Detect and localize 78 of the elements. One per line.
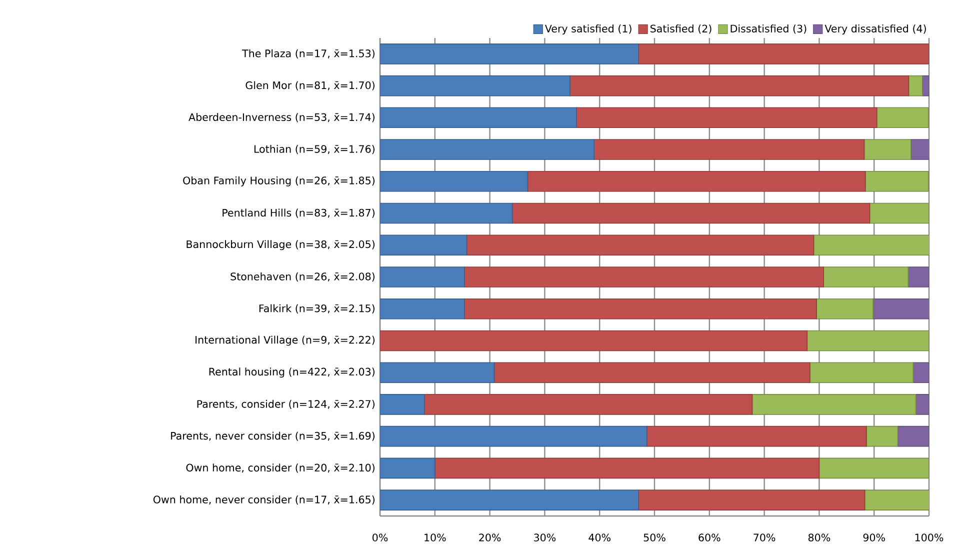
bar xyxy=(570,75,910,96)
bar xyxy=(512,202,870,224)
bar xyxy=(380,170,528,192)
bar xyxy=(380,107,577,128)
bar xyxy=(380,202,513,224)
y-tick-label: Bannockburn Village (n=38, x̄=2.05) xyxy=(186,240,374,250)
x-tick-label: 0% xyxy=(372,534,388,542)
y-tick-label: Lothian (n=59, x̄=1.76) xyxy=(254,144,374,154)
legend-label: Satisfied (2) xyxy=(650,24,712,34)
legend-label: Dissatisfied (3) xyxy=(730,24,806,34)
bar xyxy=(464,298,817,320)
y-tick-label: Parents, never consider (n=35, x̄=1.69) xyxy=(171,432,374,441)
bar xyxy=(434,458,820,479)
y-tick-label: International Village (n=9, x̄=2.22) xyxy=(196,336,374,346)
y-tick-label: Oban Family Housing (n=26, x̄=1.85) xyxy=(183,176,374,186)
bar xyxy=(813,234,930,256)
bar xyxy=(910,139,930,160)
y-tick-label: Pentland Hills (n=83, x̄=1.87) xyxy=(222,208,374,218)
y-tick-label: Parents, consider (n=124, x̄=2.27) xyxy=(197,400,374,410)
legend-label: Very satisfied (1) xyxy=(544,24,632,34)
bar xyxy=(424,394,753,415)
y-tick-label: Rental housing (n=422, x̄=2.03) xyxy=(209,368,374,378)
x-tick-label: 90% xyxy=(863,534,885,542)
bar xyxy=(638,490,866,510)
legend-label: Very dissatisfied (4) xyxy=(824,24,926,34)
bar xyxy=(908,266,930,288)
bar xyxy=(380,298,465,320)
bar xyxy=(897,426,930,447)
bar xyxy=(866,426,898,447)
x-tick-label: 60% xyxy=(698,534,720,542)
bar xyxy=(380,330,808,352)
x-tick-label: 40% xyxy=(588,534,610,542)
bar xyxy=(464,266,824,288)
y-tick-label: Glen Mor (n=81, x̄=1.70) xyxy=(246,81,374,90)
bar xyxy=(823,266,909,288)
bar xyxy=(380,394,425,415)
bar xyxy=(816,298,874,320)
bar xyxy=(494,362,810,383)
bar xyxy=(646,426,867,447)
bar xyxy=(380,362,495,383)
bar xyxy=(908,75,923,96)
bar xyxy=(872,298,930,320)
y-tick-label: Aberdeen-Inverness (n=53, x̄=1.74) xyxy=(188,113,374,122)
y-tick-label: The Plaza (n=17, x̄=1.53) xyxy=(242,49,374,59)
bar xyxy=(380,426,648,447)
bar xyxy=(809,362,914,383)
x-tick-label: 100% xyxy=(915,534,944,542)
bar xyxy=(864,139,912,160)
y-tick-label: Own home, never consider (n=17, x̄=1.65) xyxy=(153,495,374,505)
bar xyxy=(380,139,595,160)
x-tick-label: 10% xyxy=(424,534,446,542)
bar xyxy=(380,75,570,96)
bar xyxy=(527,170,866,192)
x-tick-label: 80% xyxy=(808,534,830,542)
bar xyxy=(752,394,916,415)
bar xyxy=(380,44,639,64)
bar xyxy=(915,394,930,415)
bar xyxy=(380,234,468,256)
x-tick-label: 30% xyxy=(534,534,556,542)
y-tick-label: Falkirk (n=39, x̄=2.15) xyxy=(259,304,374,314)
y-tick-label: Own home, consider (n=20, x̄=2.10) xyxy=(186,464,374,473)
bar xyxy=(638,44,930,64)
bar xyxy=(869,202,930,224)
bar xyxy=(864,490,930,510)
bar xyxy=(806,330,930,352)
bar xyxy=(380,266,465,288)
bar xyxy=(380,490,639,510)
x-tick-label: 70% xyxy=(754,534,776,542)
bar xyxy=(380,458,436,479)
x-tick-label: 50% xyxy=(644,534,666,542)
y-tick-label: Stonehaven (n=26, x̄=2.08) xyxy=(230,272,374,282)
x-tick-label: 20% xyxy=(479,534,501,542)
bar xyxy=(818,458,930,479)
bar xyxy=(576,107,878,128)
bar xyxy=(594,139,865,160)
bar xyxy=(466,234,814,256)
bar xyxy=(876,107,929,128)
bar xyxy=(864,170,929,192)
